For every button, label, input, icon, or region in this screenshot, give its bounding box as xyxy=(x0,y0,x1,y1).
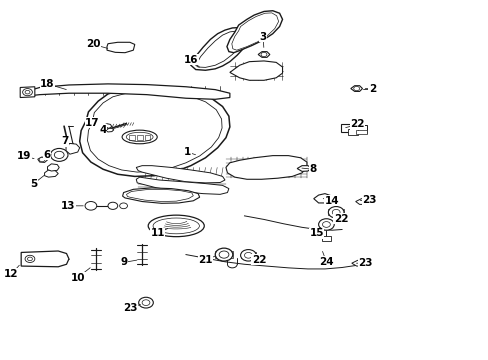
Text: 9: 9 xyxy=(120,257,127,267)
Text: 5: 5 xyxy=(30,179,38,189)
Polygon shape xyxy=(87,92,222,172)
Bar xyxy=(321,236,330,241)
Polygon shape xyxy=(126,189,193,202)
Polygon shape xyxy=(21,251,69,267)
Polygon shape xyxy=(38,157,47,162)
Polygon shape xyxy=(355,199,367,204)
Circle shape xyxy=(215,248,232,261)
Polygon shape xyxy=(226,11,282,53)
Polygon shape xyxy=(122,188,199,203)
Circle shape xyxy=(108,202,118,210)
Text: 16: 16 xyxy=(183,55,198,65)
Text: 24: 24 xyxy=(319,257,333,267)
Text: 14: 14 xyxy=(325,196,339,206)
Bar xyxy=(215,251,232,258)
Text: 10: 10 xyxy=(70,273,85,283)
Text: 4: 4 xyxy=(99,125,106,135)
Polygon shape xyxy=(351,260,365,266)
Polygon shape xyxy=(195,31,243,67)
Polygon shape xyxy=(20,87,35,98)
Circle shape xyxy=(54,151,64,158)
Polygon shape xyxy=(313,194,331,203)
Polygon shape xyxy=(258,51,269,57)
Text: 13: 13 xyxy=(61,201,75,211)
Text: 17: 17 xyxy=(85,118,100,128)
Polygon shape xyxy=(229,61,282,80)
Circle shape xyxy=(139,297,153,308)
Circle shape xyxy=(318,219,333,230)
Circle shape xyxy=(85,202,97,210)
Polygon shape xyxy=(225,156,306,179)
Circle shape xyxy=(322,222,330,227)
Circle shape xyxy=(25,255,35,262)
Polygon shape xyxy=(136,166,224,183)
Polygon shape xyxy=(297,166,311,171)
Text: 6: 6 xyxy=(43,150,51,160)
Text: 15: 15 xyxy=(309,228,323,238)
Text: 23: 23 xyxy=(361,195,376,205)
Circle shape xyxy=(50,148,68,161)
Text: 11: 11 xyxy=(150,228,164,238)
Bar xyxy=(129,135,135,140)
Polygon shape xyxy=(103,124,112,129)
Ellipse shape xyxy=(122,130,157,144)
Text: 3: 3 xyxy=(259,32,266,41)
Text: 1: 1 xyxy=(183,147,191,157)
Polygon shape xyxy=(107,42,135,53)
Bar xyxy=(347,129,357,135)
Circle shape xyxy=(219,251,228,258)
Polygon shape xyxy=(136,177,228,194)
Ellipse shape xyxy=(153,218,199,234)
Bar xyxy=(340,124,352,132)
Text: 7: 7 xyxy=(61,136,69,146)
Text: 18: 18 xyxy=(40,79,55,89)
Bar xyxy=(356,126,366,133)
Polygon shape xyxy=(350,86,362,91)
Bar xyxy=(328,210,343,215)
Polygon shape xyxy=(105,129,114,132)
Circle shape xyxy=(25,90,30,94)
Circle shape xyxy=(244,252,252,258)
Text: 22: 22 xyxy=(333,214,347,224)
Circle shape xyxy=(39,157,45,162)
Polygon shape xyxy=(44,170,58,177)
Bar xyxy=(144,135,150,140)
Polygon shape xyxy=(66,143,80,154)
Text: 23: 23 xyxy=(357,258,372,268)
Text: 20: 20 xyxy=(86,40,101,49)
Polygon shape xyxy=(231,13,278,50)
Circle shape xyxy=(353,86,359,91)
Bar xyxy=(137,135,142,140)
Text: 22: 22 xyxy=(350,120,364,129)
Text: 8: 8 xyxy=(308,164,316,174)
Text: 12: 12 xyxy=(4,269,19,279)
Text: 19: 19 xyxy=(17,151,31,161)
Text: 2: 2 xyxy=(368,84,375,94)
Circle shape xyxy=(142,300,150,306)
Ellipse shape xyxy=(126,132,153,141)
Polygon shape xyxy=(80,87,229,176)
Ellipse shape xyxy=(148,215,204,237)
Polygon shape xyxy=(190,28,249,70)
Circle shape xyxy=(328,207,343,218)
Polygon shape xyxy=(47,164,59,171)
Polygon shape xyxy=(30,84,229,99)
Text: 23: 23 xyxy=(122,303,137,314)
Bar xyxy=(241,252,255,258)
Text: 22: 22 xyxy=(251,255,266,265)
Circle shape xyxy=(120,203,127,209)
Circle shape xyxy=(240,249,256,261)
Text: 21: 21 xyxy=(198,255,212,265)
Circle shape xyxy=(261,52,266,57)
Bar xyxy=(355,130,366,134)
